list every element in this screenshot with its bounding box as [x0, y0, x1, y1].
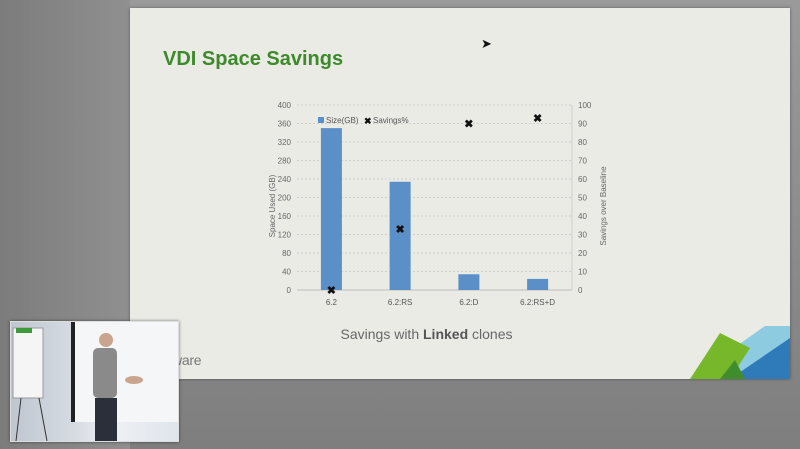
slide-title: VDI Space Savings [163, 48, 344, 70]
y-tick-label: 280 [278, 157, 292, 166]
mouse-cursor-icon: ➤ [481, 36, 492, 51]
speaker-video [12, 322, 178, 441]
slide-caption: Savings with Linked clones [130, 326, 723, 342]
speaker-video-inset[interactable] [10, 321, 179, 442]
y2-tick-label: 100 [578, 101, 592, 110]
savings-marker-6.2:RS: ✖ [396, 224, 405, 236]
legend-bar-swatch [318, 117, 324, 123]
y-tick-label: 80 [282, 249, 291, 258]
y2-tick-label: 60 [578, 175, 587, 184]
x-tick-label: 6.2 [326, 298, 338, 307]
caption-text-end: clones [468, 326, 513, 342]
y-tick-label: 360 [278, 120, 292, 129]
y-tick-label: 400 [278, 101, 292, 110]
savings-marker-6.2:RS+D: ✖ [533, 113, 542, 125]
legend-x-marker: ✖ [364, 116, 372, 126]
y-tick-label: 200 [278, 194, 292, 203]
bar-6.2:RS [389, 181, 411, 290]
y-axis-label: Space Used (GB) [268, 174, 277, 237]
y-tick-label: 40 [282, 268, 291, 277]
bar-6.2:D [458, 274, 480, 290]
legend: Size(GB) ✖ Savings% [318, 116, 409, 126]
y2-tick-label: 20 [578, 249, 587, 258]
caption-text: Savings with [340, 326, 423, 342]
x-tick-label: 6.2:RS+D [520, 298, 555, 307]
y2-tick-label: 40 [578, 212, 587, 221]
y2-tick-label: 30 [578, 231, 587, 240]
bar-6.2 [320, 128, 342, 290]
y-tick-label: 320 [278, 138, 292, 147]
y2-tick-label: 0 [578, 286, 583, 295]
y2-tick-label: 90 [578, 120, 587, 129]
vmware-triangles-logo [690, 326, 790, 379]
y-tick-label: 160 [278, 212, 292, 221]
y-tick-label: 240 [278, 175, 292, 184]
savings-marker-6.2: ✖ [327, 285, 336, 297]
y2-axis-label: Savings over Baseline [599, 166, 608, 246]
legend-savings: Savings% [373, 116, 409, 125]
y-tick-label: 0 [287, 286, 292, 295]
x-tick-label: 6.2:D [459, 298, 478, 307]
presentation-slide: VDI Space Savings ✖ ✖ ✖ ✖ 0 40 80 120 160 200 240 2… [130, 8, 790, 379]
bar-6.2:RS+D [527, 278, 549, 290]
savings-marker-6.2:D: ✖ [464, 119, 473, 131]
y2-tick-label: 10 [578, 268, 587, 277]
y-tick-label: 120 [278, 231, 292, 240]
chart: ✖ ✖ ✖ ✖ 0 40 80 120 160 200 240 280 320 360 400 0 10 20 30… [268, 101, 790, 379]
y2-tick-label: 70 [578, 157, 587, 166]
x-tick-label: 6.2:RS [388, 298, 412, 307]
y2-tick-label: 50 [578, 194, 587, 203]
y2-tick-label: 80 [578, 138, 587, 147]
legend-size: Size(GB) [326, 116, 359, 125]
caption-bold: Linked [423, 326, 469, 342]
